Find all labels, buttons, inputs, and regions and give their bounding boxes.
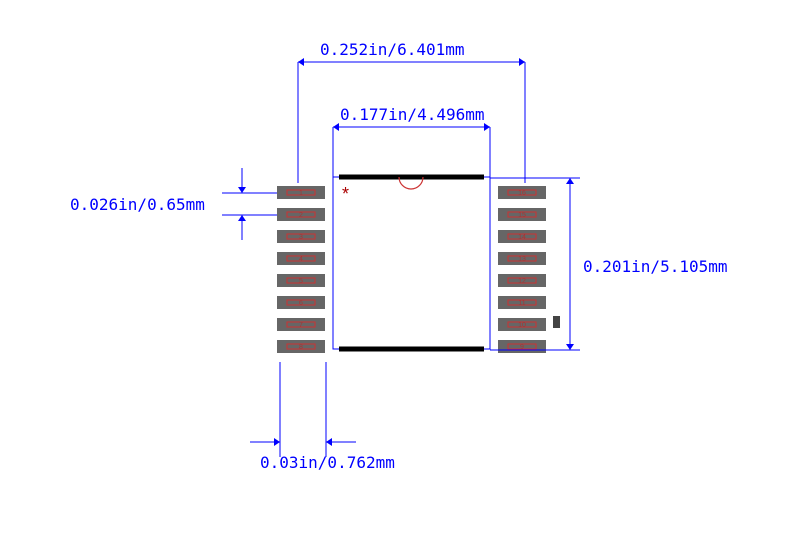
pad-3-label: 3 (299, 234, 303, 241)
ic-body (333, 177, 490, 349)
dim-body-height: 0.201in/5.105mm (583, 257, 728, 276)
body-bottom-edge (339, 347, 484, 352)
pad-13-label: 13 (518, 256, 526, 263)
fiducial (553, 316, 560, 328)
dim-inner-width: 0.177in/4.496mm (340, 105, 485, 124)
pad-14-label: 14 (518, 234, 526, 241)
body-top-edge (339, 175, 484, 180)
ic-footprint-diagram: 12345678161514131211109*0.252in/6.401mm0… (0, 0, 800, 547)
pad-7-label: 7 (299, 322, 303, 329)
pad-15-label: 15 (518, 212, 526, 219)
pad-12-label: 12 (518, 278, 526, 285)
pad-1-label: 1 (299, 190, 303, 197)
dim-pad-width: 0.03in/0.762mm (260, 453, 395, 472)
pad-11-label: 11 (518, 300, 525, 307)
pad-10-label: 10 (518, 322, 526, 329)
pad-16-label: 16 (518, 190, 526, 197)
pad-2-label: 2 (299, 212, 303, 219)
pad-5-label: 5 (299, 278, 303, 285)
pin1-marker: * (342, 184, 349, 204)
pad-4-label: 4 (299, 256, 303, 263)
pad-8-label: 8 (299, 344, 303, 351)
pad-6-label: 6 (299, 300, 303, 307)
dim-outer-width: 0.252in/6.401mm (320, 40, 465, 59)
dim-pin-pitch: 0.026in/0.65mm (70, 195, 205, 214)
